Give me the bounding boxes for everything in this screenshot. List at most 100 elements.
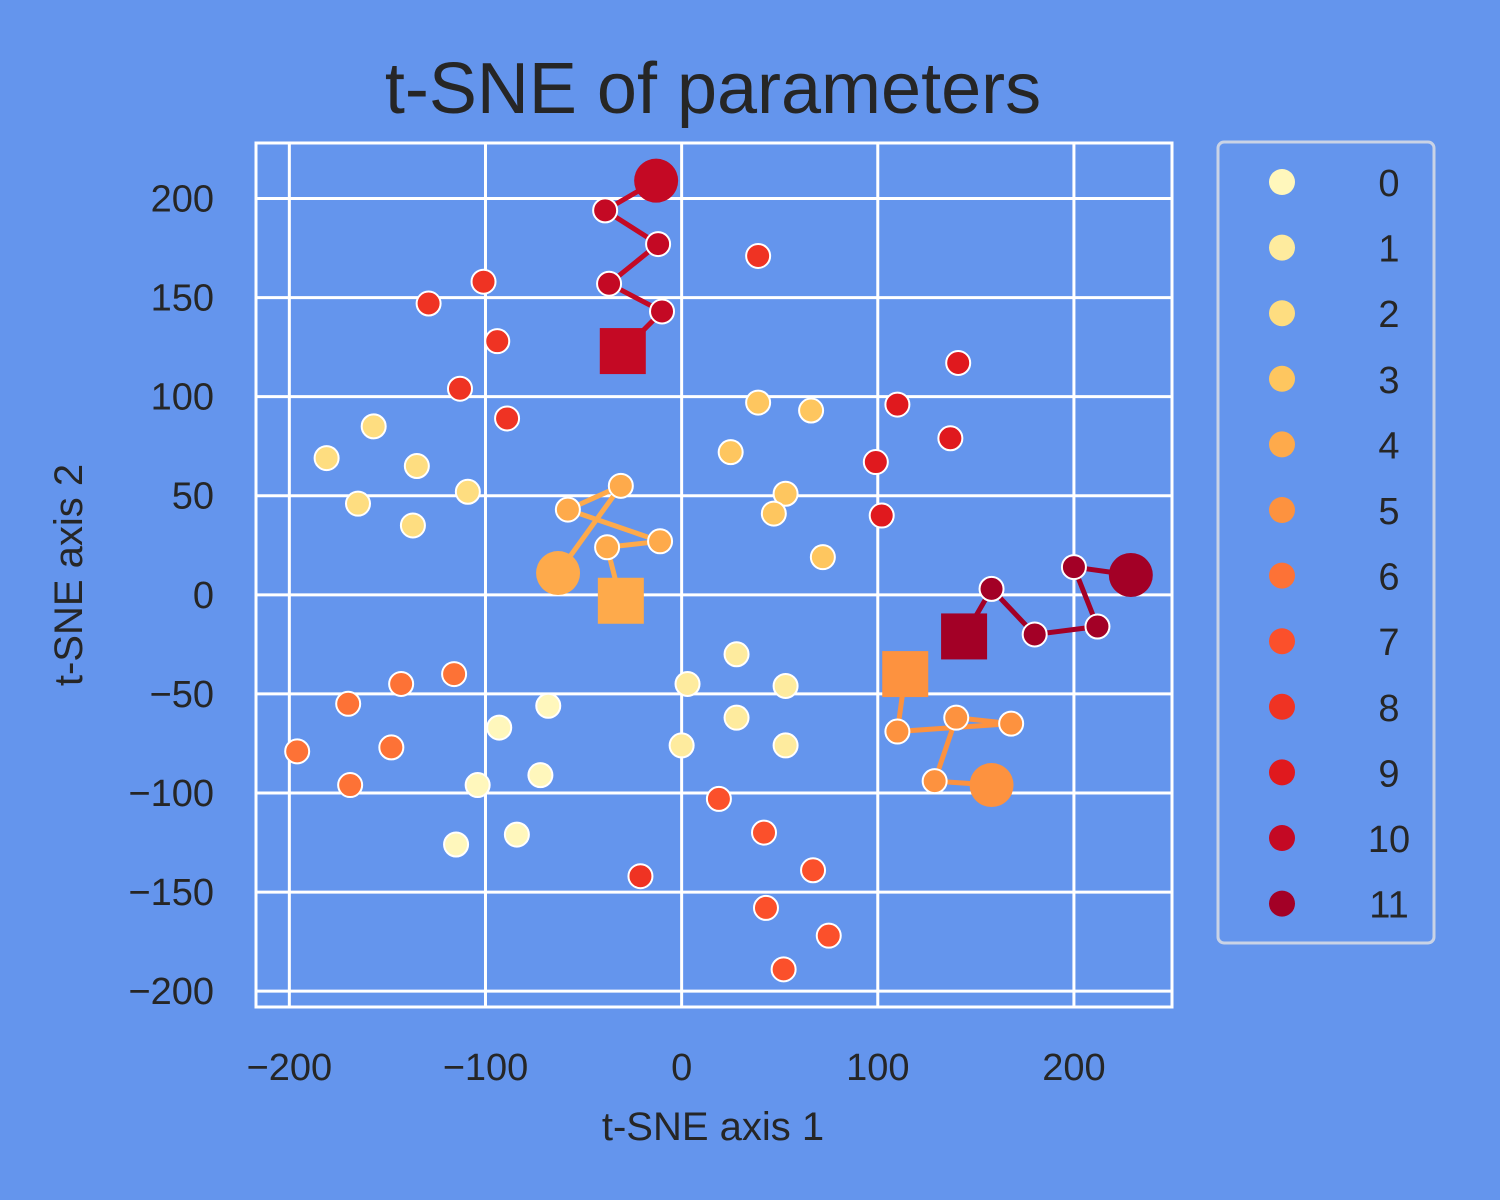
data-point (815, 922, 842, 949)
trajectory-end-marker (882, 651, 929, 698)
trajectory-point (592, 197, 619, 224)
grid (256, 143, 1172, 1007)
data-point (403, 453, 430, 480)
x-axis-label: t-SNE axis 1 (602, 1105, 824, 1149)
data-point (441, 661, 468, 688)
trajectory-point (647, 528, 674, 555)
y-tick-label: 0 (193, 575, 214, 617)
legend-label: 8 (1378, 688, 1399, 730)
legend-label: 11 (1369, 885, 1408, 927)
legend-marker (1269, 628, 1295, 655)
x-tick-label: −100 (443, 1047, 529, 1089)
data-point (760, 500, 787, 527)
data-point (809, 544, 836, 571)
data-point (486, 714, 513, 741)
legend-label: 2 (1378, 294, 1399, 336)
x-axis-ticks: −200 −100 0 100 200 (247, 1047, 1106, 1089)
data-point (284, 738, 311, 765)
trajectory-start-marker (1108, 553, 1153, 597)
trajectory-end-marker (597, 577, 644, 624)
plot-frame (254, 141, 1174, 1009)
data-point (484, 328, 511, 355)
legend-label: 9 (1378, 753, 1399, 795)
y-tick-label: −200 (128, 971, 214, 1013)
data-point (752, 894, 779, 921)
legend-marker (1269, 890, 1295, 917)
trajectory-start-marker (634, 158, 679, 203)
data-point (535, 692, 562, 719)
trajectory-end-marker (941, 613, 988, 660)
legend-label: 0 (1378, 163, 1399, 205)
data-point (454, 478, 481, 505)
data-point (751, 819, 778, 846)
trajectory-point (921, 768, 948, 795)
trajectory-point (1084, 613, 1111, 640)
legend: 0 1 2 3 4 5 6 7 8 9 10 11 (1216, 140, 1436, 945)
data-point (415, 290, 442, 317)
y-tick-label: 50 (172, 476, 214, 518)
trajectory-layer (536, 158, 1153, 808)
data-point (378, 734, 405, 761)
x-tick-label: 0 (671, 1047, 692, 1089)
legend-marker (1269, 300, 1295, 327)
data-point (627, 863, 654, 890)
y-tick-label: 100 (151, 377, 214, 419)
data-point (868, 502, 895, 529)
trajectory-point (943, 704, 970, 731)
data-point (798, 397, 825, 424)
plot-area (254, 141, 1174, 1009)
data-point (399, 512, 426, 539)
data-point (862, 449, 889, 476)
trajectory-start-marker (969, 763, 1014, 808)
legend-label: 7 (1378, 622, 1399, 664)
legend-marker (1269, 825, 1295, 851)
data-point (360, 413, 387, 440)
legend-marker (1269, 234, 1295, 261)
legend-marker (1269, 365, 1295, 392)
data-point (503, 821, 530, 848)
legend-label: 1 (1378, 229, 1399, 271)
trajectory-point (594, 534, 621, 561)
data-point (937, 425, 964, 452)
x-tick-label: 200 (1042, 1047, 1105, 1089)
data-point (443, 831, 470, 858)
data-point (668, 732, 695, 759)
data-point (470, 268, 497, 295)
chart-title: t-SNE of parameters (385, 49, 1041, 129)
points-layer (284, 242, 972, 983)
trajectory-point (884, 718, 911, 745)
data-point (723, 641, 750, 668)
data-point (464, 772, 491, 799)
data-point (772, 732, 799, 759)
trajectory-start-marker (536, 551, 581, 596)
data-point (446, 375, 473, 402)
trajectory-point (596, 270, 623, 297)
y-tick-label: −150 (128, 872, 214, 914)
legend-marker (1269, 497, 1295, 523)
legend-label: 4 (1378, 425, 1399, 467)
data-point (772, 480, 799, 507)
data-point (494, 405, 521, 432)
trajectory-point (645, 231, 672, 258)
trajectory-point (554, 496, 581, 523)
legend-items: 0 1 2 3 4 5 6 7 8 9 10 11 (1269, 163, 1410, 927)
data-point (717, 439, 744, 466)
y-tick-label: 200 (151, 178, 214, 220)
y-axis-label: t-SNE axis 2 (47, 464, 91, 686)
trajectory-point (649, 298, 676, 325)
trajectory-point (978, 575, 1005, 602)
data-point (344, 490, 371, 517)
data-point (770, 956, 797, 983)
data-point (800, 857, 827, 884)
y-tick-label: −100 (128, 773, 214, 815)
data-point (335, 690, 362, 717)
legend-marker (1269, 693, 1295, 720)
data-point (313, 445, 340, 472)
y-tick-label: 150 (151, 278, 214, 320)
legend-marker (1269, 759, 1295, 786)
trajectory-point (1060, 554, 1087, 581)
trajectory-point (607, 472, 634, 499)
legend-label: 10 (1368, 819, 1410, 861)
data-point (337, 772, 364, 799)
data-point (772, 672, 799, 699)
